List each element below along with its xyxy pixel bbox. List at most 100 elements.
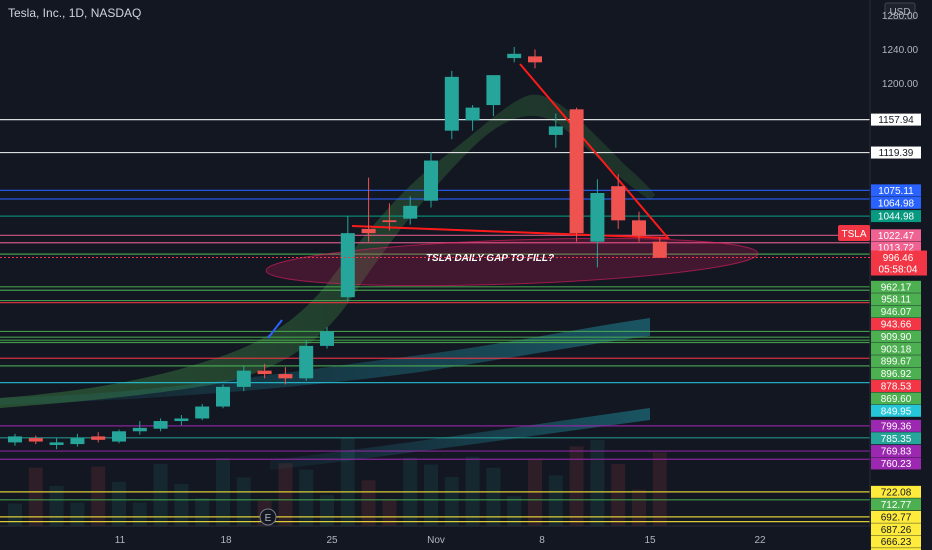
volume-bar: [632, 489, 646, 526]
candle-body: [195, 406, 210, 419]
candle-body: [340, 233, 355, 298]
price-level-tag-bg: [871, 548, 921, 550]
time-tick-label: Nov: [427, 535, 445, 546]
candle-body: [652, 241, 667, 258]
price-level-tag-bg: [871, 485, 921, 498]
price-level-tag: 1044.98: [878, 212, 915, 223]
price-level-tag-bg: [871, 432, 921, 445]
candle-body: [569, 109, 584, 234]
candle-body: [278, 374, 293, 379]
earnings-marker[interactable]: E: [259, 508, 277, 526]
currency-box[interactable]: [884, 2, 916, 20]
price-level-tag-bg: [871, 229, 921, 242]
price-level-tag: 1013.72: [878, 243, 915, 254]
price-level-tag: 666.23: [881, 537, 912, 548]
candle-body: [590, 193, 605, 242]
candle-body: [70, 438, 85, 445]
candle-body: [236, 370, 251, 387]
volume-bar: [611, 464, 626, 526]
candle-body: [361, 228, 376, 234]
candle-body: [611, 186, 626, 221]
time-tick-label: 11: [115, 535, 126, 546]
candle-body: [548, 126, 563, 135]
volume-bar: [112, 481, 126, 526]
gap-annotation: TSLA DAILY GAP TO FILL?: [426, 253, 554, 264]
volume-bar: [278, 463, 293, 526]
blue-trend-stroke: [267, 319, 283, 339]
candle-body: [528, 56, 542, 63]
candle-body: [174, 418, 189, 422]
volume-bar: [236, 477, 251, 526]
price-level-tag-bg: [871, 404, 921, 417]
price-level-tag: 769.83: [881, 447, 912, 458]
volume-bar: [174, 483, 189, 526]
volume-bar: [153, 463, 168, 526]
price-level-tag-bg: [871, 498, 921, 511]
candle-body: [465, 107, 480, 121]
price-level-tag: 1157.94: [878, 115, 914, 126]
price-level-tag: 849.95: [881, 406, 912, 417]
price-level-tag-bg: [871, 445, 921, 458]
candle-body: [112, 431, 126, 442]
price-level-tag-bg: [871, 342, 921, 355]
volume-bar: [444, 476, 459, 526]
price-level-tag: 799.36: [881, 421, 912, 432]
price-level-tag-bg: [871, 523, 921, 536]
volume-bar: [28, 467, 43, 526]
price-tick-labels: 1280.00 1240.00 1200.00: [882, 11, 919, 90]
candle-body: [132, 427, 147, 432]
price-level-tag-bg: [871, 419, 921, 432]
candle-body: [299, 345, 314, 379]
price-level-tag: 909.90: [881, 332, 912, 343]
price-level-tag-bg: [871, 457, 921, 470]
price-level-tag-bg: [871, 367, 921, 380]
price-level-tag: 1075.11: [878, 186, 914, 197]
last-price-value: 996.46: [883, 253, 914, 264]
price-level-tag: 962.17: [881, 282, 912, 293]
price-tick-label: 1280.00: [882, 11, 919, 22]
candle-body: [91, 436, 106, 440]
volume-bar: [382, 499, 397, 526]
volume-bar: [548, 475, 563, 526]
price-level-tag-bg: [871, 380, 921, 393]
price-level-tag: 958.11: [881, 295, 911, 306]
time-tick-label: 22: [754, 535, 766, 546]
candle-body: [8, 436, 22, 443]
price-tick-label: 1240.00: [882, 45, 919, 56]
price-level-tag: 760.23: [881, 459, 912, 470]
volume-bar: [70, 502, 85, 526]
price-level-tag: 899.67: [881, 357, 912, 368]
price-level-tag: 896.92: [881, 369, 912, 380]
time-axis[interactable]: 11 18 25 Nov 8 15 22: [0, 525, 870, 550]
price-level-tag-bg: [871, 280, 921, 293]
price-level-tag-bg: [871, 184, 921, 197]
price-level-tag: 903.18: [881, 344, 912, 355]
volume-bar: [486, 467, 501, 526]
price-tick-label: 1200.00: [882, 79, 919, 90]
candle-body: [320, 331, 334, 346]
earnings-icon: E: [265, 513, 272, 524]
symbol-tag: TSLA: [841, 229, 866, 240]
chart-title: Tesla, Inc., 1D, NASDAQ: [8, 6, 142, 20]
price-level-tag-bg: [871, 318, 921, 331]
candles: [8, 46, 667, 450]
time-tick-label: 8: [539, 535, 545, 546]
teal-long-ma-cloud: [270, 408, 650, 470]
candle-body: [382, 220, 397, 223]
candle-body: [486, 75, 501, 106]
price-level-tag: 722.08: [881, 487, 912, 498]
price-level-tag-bg: [871, 535, 921, 548]
volume-bar: [49, 485, 64, 526]
price-level-tag: 943.66: [881, 320, 912, 331]
volume-bar: [424, 464, 438, 526]
price-level-tag: 1064.98: [878, 198, 915, 209]
price-level-tag: 785.35: [881, 434, 912, 445]
price-level-tag-bg: [871, 210, 921, 223]
time-axis-bg: [0, 526, 870, 550]
candle-body: [444, 76, 459, 131]
price-level-tag-bg: [871, 293, 921, 306]
